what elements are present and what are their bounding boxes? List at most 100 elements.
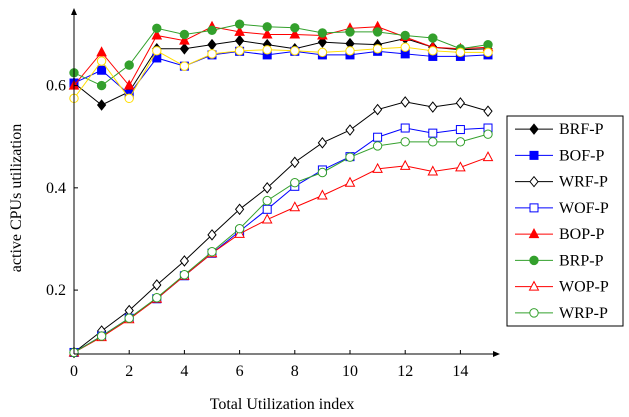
data-point xyxy=(179,255,190,267)
data-point xyxy=(428,33,438,43)
data-point xyxy=(290,178,300,188)
data-point xyxy=(400,42,410,52)
data-point xyxy=(234,34,245,47)
series-line xyxy=(73,127,489,353)
series-line xyxy=(73,26,489,87)
data-point xyxy=(124,93,134,104)
plot-marks xyxy=(68,19,494,359)
data-point xyxy=(207,229,217,241)
series-wrp-p xyxy=(69,129,493,358)
data-point xyxy=(97,65,107,75)
data-point xyxy=(207,38,217,51)
data-point xyxy=(317,36,328,48)
y-axis-arrow xyxy=(71,8,77,15)
legend-marker xyxy=(529,308,539,318)
data-point xyxy=(152,279,162,291)
legend-item-wop-p: WOP-P xyxy=(515,279,609,296)
series-line xyxy=(73,50,489,95)
data-point xyxy=(234,203,245,216)
data-point xyxy=(179,61,190,71)
legend-label: WRP-P xyxy=(559,305,608,322)
legend-item-bop-p: BOP-P xyxy=(515,226,604,243)
data-point xyxy=(96,99,107,111)
legend-item-brf-p: BRF-P xyxy=(515,121,604,138)
data-point xyxy=(151,29,163,40)
data-point xyxy=(261,213,273,224)
legend-label: BRP-P xyxy=(559,252,604,269)
y-tick-label: 0.2 xyxy=(46,282,66,299)
data-point xyxy=(345,46,355,56)
data-point xyxy=(262,22,272,32)
data-point xyxy=(290,23,300,33)
x-tick-label: 6 xyxy=(236,363,244,380)
data-point xyxy=(152,23,162,34)
data-point xyxy=(289,201,301,212)
data-point xyxy=(483,105,493,117)
legend-item-wof-p: WOF-P xyxy=(515,200,609,217)
x-tick-label: 2 xyxy=(125,363,133,380)
series-wop-p xyxy=(68,151,494,357)
data-point xyxy=(483,129,493,139)
data-point xyxy=(152,293,162,303)
x-axis-label: Total Utilization index xyxy=(210,396,355,413)
data-point xyxy=(207,49,217,59)
legend: BRF-P BOF-P WRF-P WOF-P BOP-P BRP-P WOP-P WRP-P xyxy=(506,115,624,327)
data-point xyxy=(372,44,383,54)
tick-labels: 0 2 4 6 8 10 12 14 0.2 0.4 0.6 xyxy=(46,78,468,380)
data-point xyxy=(455,97,466,109)
legend-label: BOF-P xyxy=(559,147,604,164)
x-tick-label: 0 xyxy=(70,363,78,380)
data-point xyxy=(124,60,134,70)
data-point xyxy=(345,152,355,162)
data-point xyxy=(428,128,438,138)
data-point xyxy=(345,27,355,37)
data-point xyxy=(317,167,328,178)
legend-marker xyxy=(528,280,540,291)
data-point xyxy=(455,125,465,135)
data-point xyxy=(483,39,493,50)
data-point xyxy=(262,204,272,214)
data-point xyxy=(400,30,410,41)
series-wrf-p xyxy=(69,96,493,359)
data-point xyxy=(289,28,301,39)
data-point xyxy=(427,165,439,176)
data-point xyxy=(124,313,134,323)
legend-label: BOP-P xyxy=(559,226,604,243)
axes xyxy=(71,8,500,357)
data-point xyxy=(455,137,466,147)
legend-marker xyxy=(529,150,539,160)
data-point xyxy=(372,162,383,173)
x-tick-label: 12 xyxy=(397,363,413,380)
data-point xyxy=(428,46,438,56)
data-point xyxy=(207,247,217,257)
data-point xyxy=(372,27,383,37)
x-tick-label: 14 xyxy=(452,363,468,380)
data-point xyxy=(96,56,107,66)
data-point xyxy=(96,80,107,91)
series-line xyxy=(73,38,489,106)
data-point xyxy=(455,161,466,172)
data-point xyxy=(400,123,410,133)
data-point xyxy=(123,79,135,90)
data-point xyxy=(262,195,272,206)
data-point xyxy=(317,189,328,200)
series-brp-p xyxy=(69,19,493,91)
data-point xyxy=(455,47,466,58)
data-point xyxy=(207,25,217,36)
data-point xyxy=(345,124,355,136)
data-point xyxy=(234,25,245,36)
data-point xyxy=(261,28,273,39)
legend-marker xyxy=(529,123,539,135)
data-point xyxy=(179,29,190,40)
data-point xyxy=(400,137,410,147)
data-point xyxy=(372,103,383,116)
data-point xyxy=(179,42,190,55)
x-tick-label: 8 xyxy=(291,363,299,380)
series-unlabeled-8 xyxy=(69,42,493,104)
data-point xyxy=(317,137,328,149)
data-point xyxy=(96,331,107,341)
data-point xyxy=(344,176,356,187)
data-point xyxy=(373,132,383,142)
data-point xyxy=(372,141,383,151)
